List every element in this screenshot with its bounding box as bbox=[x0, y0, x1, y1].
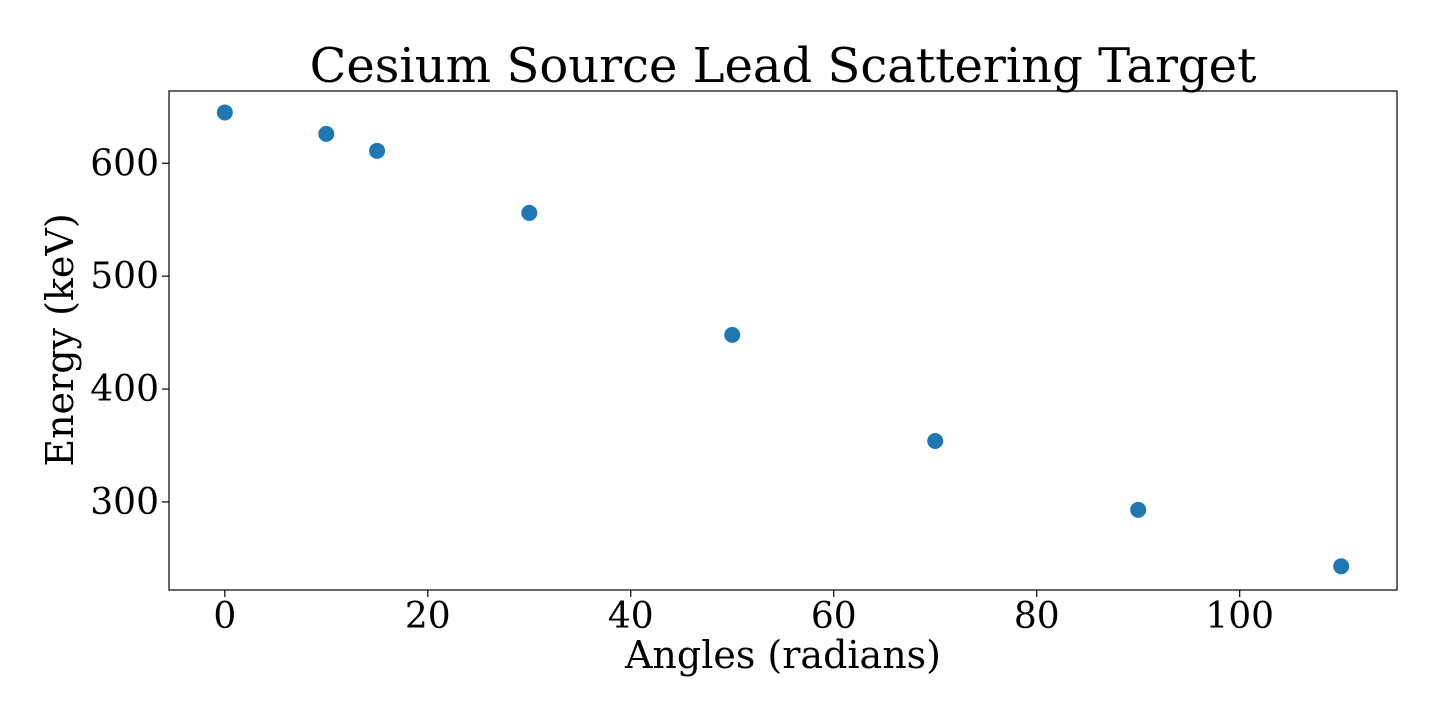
data-point bbox=[1333, 558, 1350, 575]
data-points bbox=[216, 104, 1350, 575]
plot-frame bbox=[168, 90, 1398, 591]
data-point bbox=[724, 326, 741, 343]
data-point bbox=[216, 104, 233, 121]
x-tick-label: 80 bbox=[1014, 596, 1060, 637]
data-point bbox=[1130, 501, 1147, 518]
x-axis: 0 20 40 60 80 100 bbox=[213, 590, 1274, 637]
x-tick-label: 0 bbox=[213, 596, 236, 637]
data-point bbox=[318, 125, 335, 142]
y-tick-label: 400 bbox=[90, 369, 159, 410]
x-tick-label: 20 bbox=[405, 596, 451, 637]
y-axis-label: Energy (keV) bbox=[38, 213, 82, 466]
y-tick-label: 500 bbox=[90, 256, 159, 297]
x-axis-label: Angles (radians) bbox=[624, 633, 941, 677]
x-tick-label: 100 bbox=[1205, 596, 1274, 637]
x-tick-label: 60 bbox=[811, 596, 857, 637]
y-tick-label: 600 bbox=[90, 143, 159, 184]
data-point bbox=[521, 204, 538, 221]
y-axis: 300 400 500 600 bbox=[90, 143, 169, 523]
data-point bbox=[369, 142, 386, 159]
chart-title: Cesium Source Lead Scattering Target bbox=[310, 38, 1257, 94]
plot-area: 0 20 40 60 80 100 300 400 500 600 bbox=[90, 90, 1398, 637]
data-point bbox=[927, 432, 944, 449]
x-tick-label: 40 bbox=[608, 596, 654, 637]
y-tick-label: 300 bbox=[90, 482, 159, 523]
